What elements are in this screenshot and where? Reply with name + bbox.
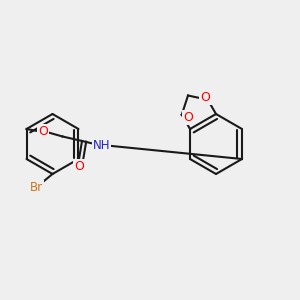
Text: NH: NH (93, 139, 110, 152)
Text: O: O (200, 91, 210, 104)
Text: O: O (183, 111, 193, 124)
Text: O: O (38, 125, 48, 139)
Text: Br: Br (29, 181, 43, 194)
Text: O: O (74, 160, 84, 173)
